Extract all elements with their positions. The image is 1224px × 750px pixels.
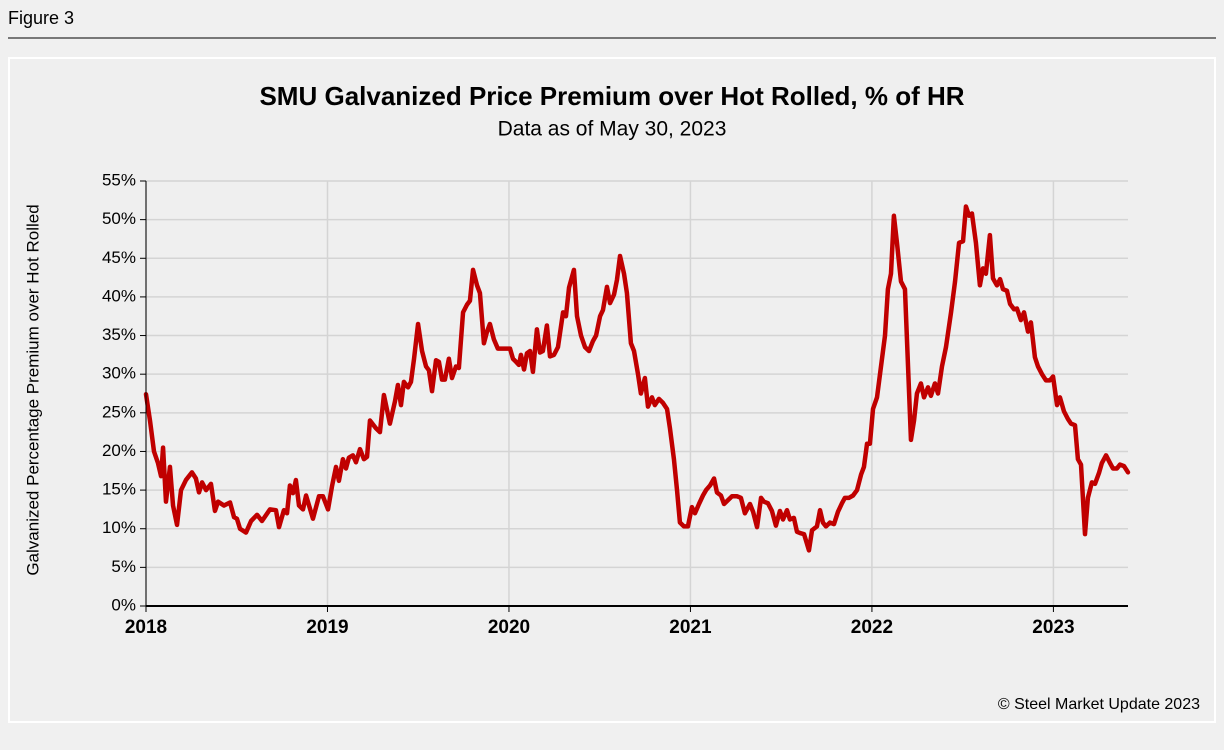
chart-title: SMU Galvanized Price Premium over Hot Ro… xyxy=(259,81,964,111)
y-tick-label: 55% xyxy=(102,170,136,189)
y-tick-label: 15% xyxy=(102,480,136,499)
x-tick-label: 2019 xyxy=(306,617,348,638)
axes: 0% 5% 10% 15% 20% 25% 30% 35% 40% 45% 50% 55% 2018 20… xyxy=(102,170,1128,638)
y-tick-label: 25% xyxy=(102,402,136,421)
y-tick-label: 30% xyxy=(102,364,136,383)
x-tick-label: 2022 xyxy=(851,617,893,638)
y-tick-label: 10% xyxy=(102,518,136,537)
source: © Steel Market Update 2023 xyxy=(998,696,1200,713)
data-line xyxy=(143,204,1131,553)
x-tick-label: 2018 xyxy=(125,617,167,638)
y-axis-label: Galvanized Percentage Premium over Hot R… xyxy=(23,204,42,575)
y-tick-label: 45% xyxy=(102,248,136,267)
figure-label: Figure 3 xyxy=(8,8,74,28)
x-tick-label: 2021 xyxy=(669,617,712,638)
x-tick-label: 2020 xyxy=(488,617,530,638)
y-tick-label: 0% xyxy=(111,595,136,614)
y-tick-label: 50% xyxy=(102,209,136,228)
y-tick-label: 20% xyxy=(102,441,136,460)
y-tick-label: 40% xyxy=(102,286,136,305)
plot xyxy=(143,204,1131,553)
y-tick-label: 35% xyxy=(102,325,136,344)
chart-panel xyxy=(8,57,1216,723)
chart-subtitle: Data as of May 30, 2023 xyxy=(498,118,727,141)
x-tick-label: 2023 xyxy=(1032,617,1074,638)
y-tick-label: 5% xyxy=(111,557,136,576)
grid xyxy=(145,180,1128,607)
